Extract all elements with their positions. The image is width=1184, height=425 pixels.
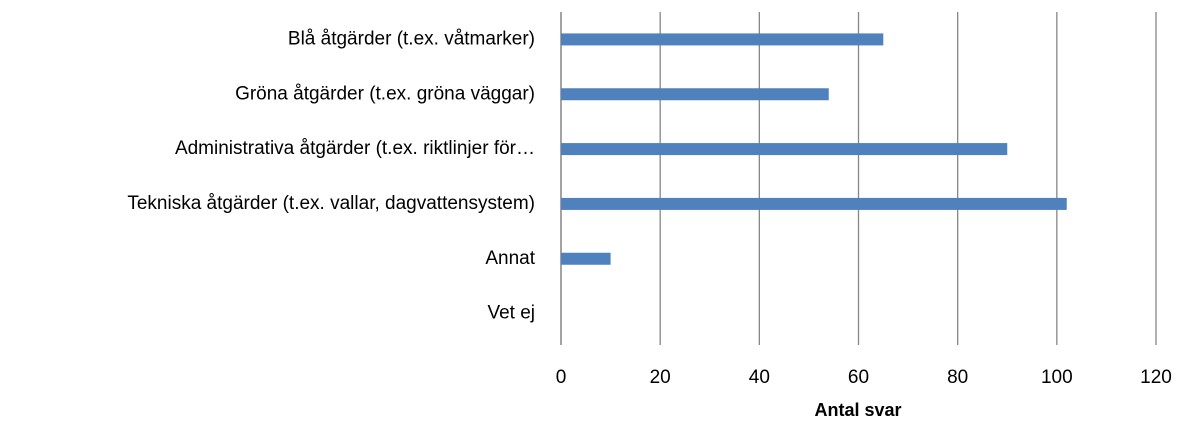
x-axis-title: Antal svar [814, 400, 901, 420]
y-tick-label: Tekniska åtgärder (t.ex. vallar, dagvatt… [127, 193, 535, 214]
x-tick-label: 0 [556, 367, 567, 388]
x-tick-label: 20 [650, 367, 671, 388]
bar [561, 88, 829, 101]
x-tick-label: 120 [1140, 367, 1172, 388]
bar [561, 33, 884, 46]
x-tick-label: 100 [1041, 367, 1073, 388]
bar [561, 252, 611, 265]
bar [561, 143, 1008, 156]
bar [561, 197, 1067, 210]
y-tick-label: Administrativa åtgärder (t.ex. riktlinje… [175, 138, 535, 159]
x-tick-label: 80 [947, 367, 968, 388]
y-tick-label: Gröna åtgärder (t.ex. gröna väggar) [235, 83, 535, 104]
y-tick-label: Vet ej [487, 303, 535, 324]
x-tick-label: 60 [848, 367, 869, 388]
y-tick-label: Blå åtgärder (t.ex. våtmarker) [288, 28, 535, 49]
y-tick-label: Annat [485, 248, 535, 269]
x-tick-label: 40 [749, 367, 770, 388]
